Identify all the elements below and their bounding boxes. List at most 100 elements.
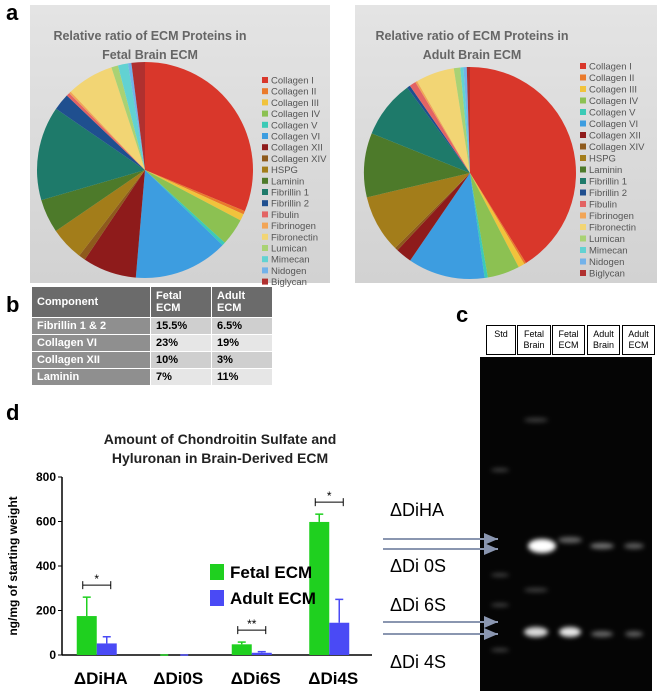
bar (96, 643, 117, 655)
y-tick-label: 200 (36, 604, 56, 618)
y-tick-label: 800 (36, 470, 56, 484)
legend-label: Fibrinogen (271, 221, 316, 232)
legend-swatch (580, 63, 586, 69)
bar (251, 652, 272, 655)
pie-slice (415, 81, 470, 173)
y-axis-label: ng/mg of starting weight (6, 496, 20, 635)
legend-swatch (580, 258, 586, 265)
pie-slice (145, 170, 245, 215)
legend-swatch (580, 189, 586, 196)
table-cell: 3% (212, 352, 272, 368)
legend-swatch (262, 144, 268, 151)
pie-slice (470, 173, 488, 278)
legend-swatch (262, 99, 268, 106)
pie-slice (453, 67, 470, 173)
x-tick-label: ΔDi4S (308, 669, 358, 688)
table-cell: Collagen XII (32, 352, 150, 368)
legend-label: Collagen XIV (589, 142, 645, 153)
y-tick-label: 600 (36, 515, 56, 529)
legend-swatch (580, 109, 586, 115)
table-cell: Fibrillin 1 & 2 (32, 318, 150, 334)
legend-swatch (262, 267, 268, 274)
table-row: Fibrillin 1 & 2 15.5% 6.5% (32, 318, 272, 334)
legend-swatch (262, 256, 268, 263)
legend-label: Fibrillin 2 (271, 199, 309, 210)
legend-label: Fibrillin 1 (271, 188, 309, 199)
legend-swatch (262, 110, 268, 117)
pie-slice (56, 95, 145, 170)
legend-label: HSPG (589, 154, 616, 165)
pie-slice (470, 173, 519, 278)
pie-slice (460, 67, 470, 173)
significance-label: ** (247, 617, 257, 631)
legend-swatch (262, 200, 268, 207)
legend-label: Laminin (271, 176, 304, 187)
legend-label: Nidogen (271, 266, 306, 277)
panel-label: b (6, 292, 19, 317)
legend-label: Collagen XIV (271, 154, 327, 165)
error-bar (237, 641, 246, 645)
error-bar (102, 636, 111, 644)
pie-slice (84, 170, 145, 278)
legend-swatch (262, 177, 268, 184)
legend-swatch (580, 201, 586, 207)
table-row: Component Fetal ECM Adult ECM (32, 287, 272, 317)
legend-label: Fibrinogen (589, 211, 634, 222)
x-tick-label: ΔDiHA (74, 669, 128, 688)
error-bar (82, 596, 91, 617)
pie-slice (470, 173, 525, 268)
band-label: ΔDi 0S (390, 556, 446, 576)
lane-label: Adult Brain (587, 325, 620, 355)
legend-label: Collagen I (271, 76, 314, 87)
table-cell: Collagen VI (32, 335, 150, 351)
panel-label: d (6, 400, 19, 425)
pie-slice (55, 170, 146, 256)
significance-bracket (237, 626, 267, 635)
table-row: Laminin 7% 11% (32, 369, 272, 385)
legend-swatch (262, 245, 268, 251)
legend-label: Lumican (271, 244, 307, 255)
table-cell: 11% (212, 369, 272, 385)
legend-label: Nidogen (589, 257, 624, 268)
legend-swatch (262, 211, 268, 218)
pie-slice (127, 62, 145, 170)
table-cell: 23% (151, 335, 211, 351)
lane-label: Std (486, 325, 516, 355)
pie-slice (466, 67, 470, 173)
legend-swatch (580, 235, 586, 242)
legend-swatch (262, 133, 268, 139)
pie-slice (117, 63, 145, 170)
pie-slice (145, 170, 225, 246)
legend-swatch (580, 155, 586, 161)
legend-swatch (262, 233, 268, 240)
gel (480, 357, 652, 691)
table-cell: 6.5% (212, 318, 272, 334)
legend-label: Fibronectin (271, 232, 318, 243)
legend-label: Biglycan (271, 277, 307, 288)
pie-slice (366, 173, 470, 249)
legend-label: Lumican (589, 234, 625, 245)
legend-label: Collagen II (589, 73, 634, 84)
table-cell: 15.5% (151, 318, 211, 334)
x-tick-label: ΔDi0S (153, 669, 203, 688)
chart-title: Amount of Chondroitin Sulfate and Hyluro… (103, 431, 337, 466)
legend-swatch (580, 97, 586, 104)
legend-label: Collagen III (589, 85, 637, 96)
significance-bracket (82, 581, 112, 590)
pie-slice (69, 91, 145, 170)
legend-label: Collagen V (589, 108, 636, 119)
legend-label: Collagen VI (271, 132, 320, 143)
legend-label: Collagen XII (589, 131, 641, 142)
pie-slice (397, 173, 470, 261)
pie-slice (364, 133, 470, 198)
legend-swatch (580, 247, 586, 253)
error-bar (335, 598, 344, 623)
legend-swatch (262, 77, 268, 83)
pie-slice (407, 85, 470, 173)
legend-swatch (262, 88, 268, 95)
pie-slice (470, 67, 576, 263)
legend-swatch (262, 121, 268, 128)
lane-label: Fetal Brain (517, 325, 551, 355)
pie-slice (37, 108, 145, 201)
